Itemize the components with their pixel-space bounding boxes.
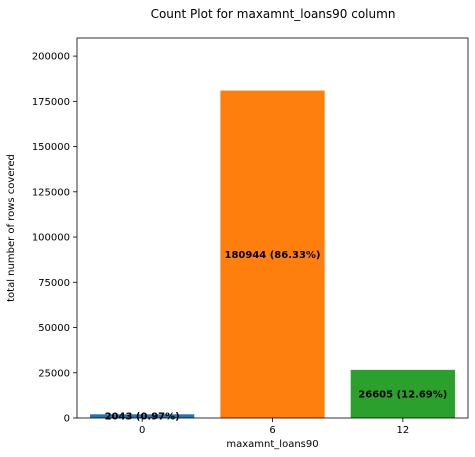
plot-frame — [76, 37, 469, 419]
y-tick-label: 200000 — [32, 52, 70, 63]
chart-title: Count Plot for maxamnt_loans90 column — [151, 7, 396, 21]
x-axis-ticks: 0 6 12 — [139, 418, 409, 436]
y-tick-label: 50000 — [38, 323, 70, 334]
bar-12 — [350, 369, 455, 418]
y-tick-label: 0 — [64, 414, 70, 425]
bar-6 — [220, 90, 325, 419]
y-tick-label: 150000 — [32, 142, 70, 153]
y-tick-label: 75000 — [38, 278, 70, 289]
bar-0 — [90, 414, 195, 418]
y-axis-ticks: 0 25000 50000 75000 100000 125000 150000 175000… — [32, 52, 77, 425]
y-tick-label: 125000 — [32, 187, 70, 198]
bar-value-label: 26605 (12.69%) — [358, 389, 447, 400]
bars — [90, 90, 455, 419]
y-tick-label: 100000 — [32, 233, 70, 244]
bar-labels: 2043 (0.97%) 180944 (86.33%) 26605 (12.69%… — [105, 250, 448, 423]
y-axis-label: total number of rows covered — [6, 154, 17, 302]
bar-value-label: 180944 (86.33%) — [224, 250, 320, 261]
x-tick-label: 12 — [396, 425, 409, 436]
y-tick-label: 175000 — [32, 97, 70, 108]
x-tick-label: 0 — [139, 425, 145, 436]
y-tick-label: 25000 — [38, 368, 70, 379]
bar-value-label: 2043 (0.97%) — [105, 412, 180, 423]
x-tick-label: 6 — [269, 425, 275, 436]
x-axis-label: maxamnt_loans90 — [226, 439, 318, 450]
